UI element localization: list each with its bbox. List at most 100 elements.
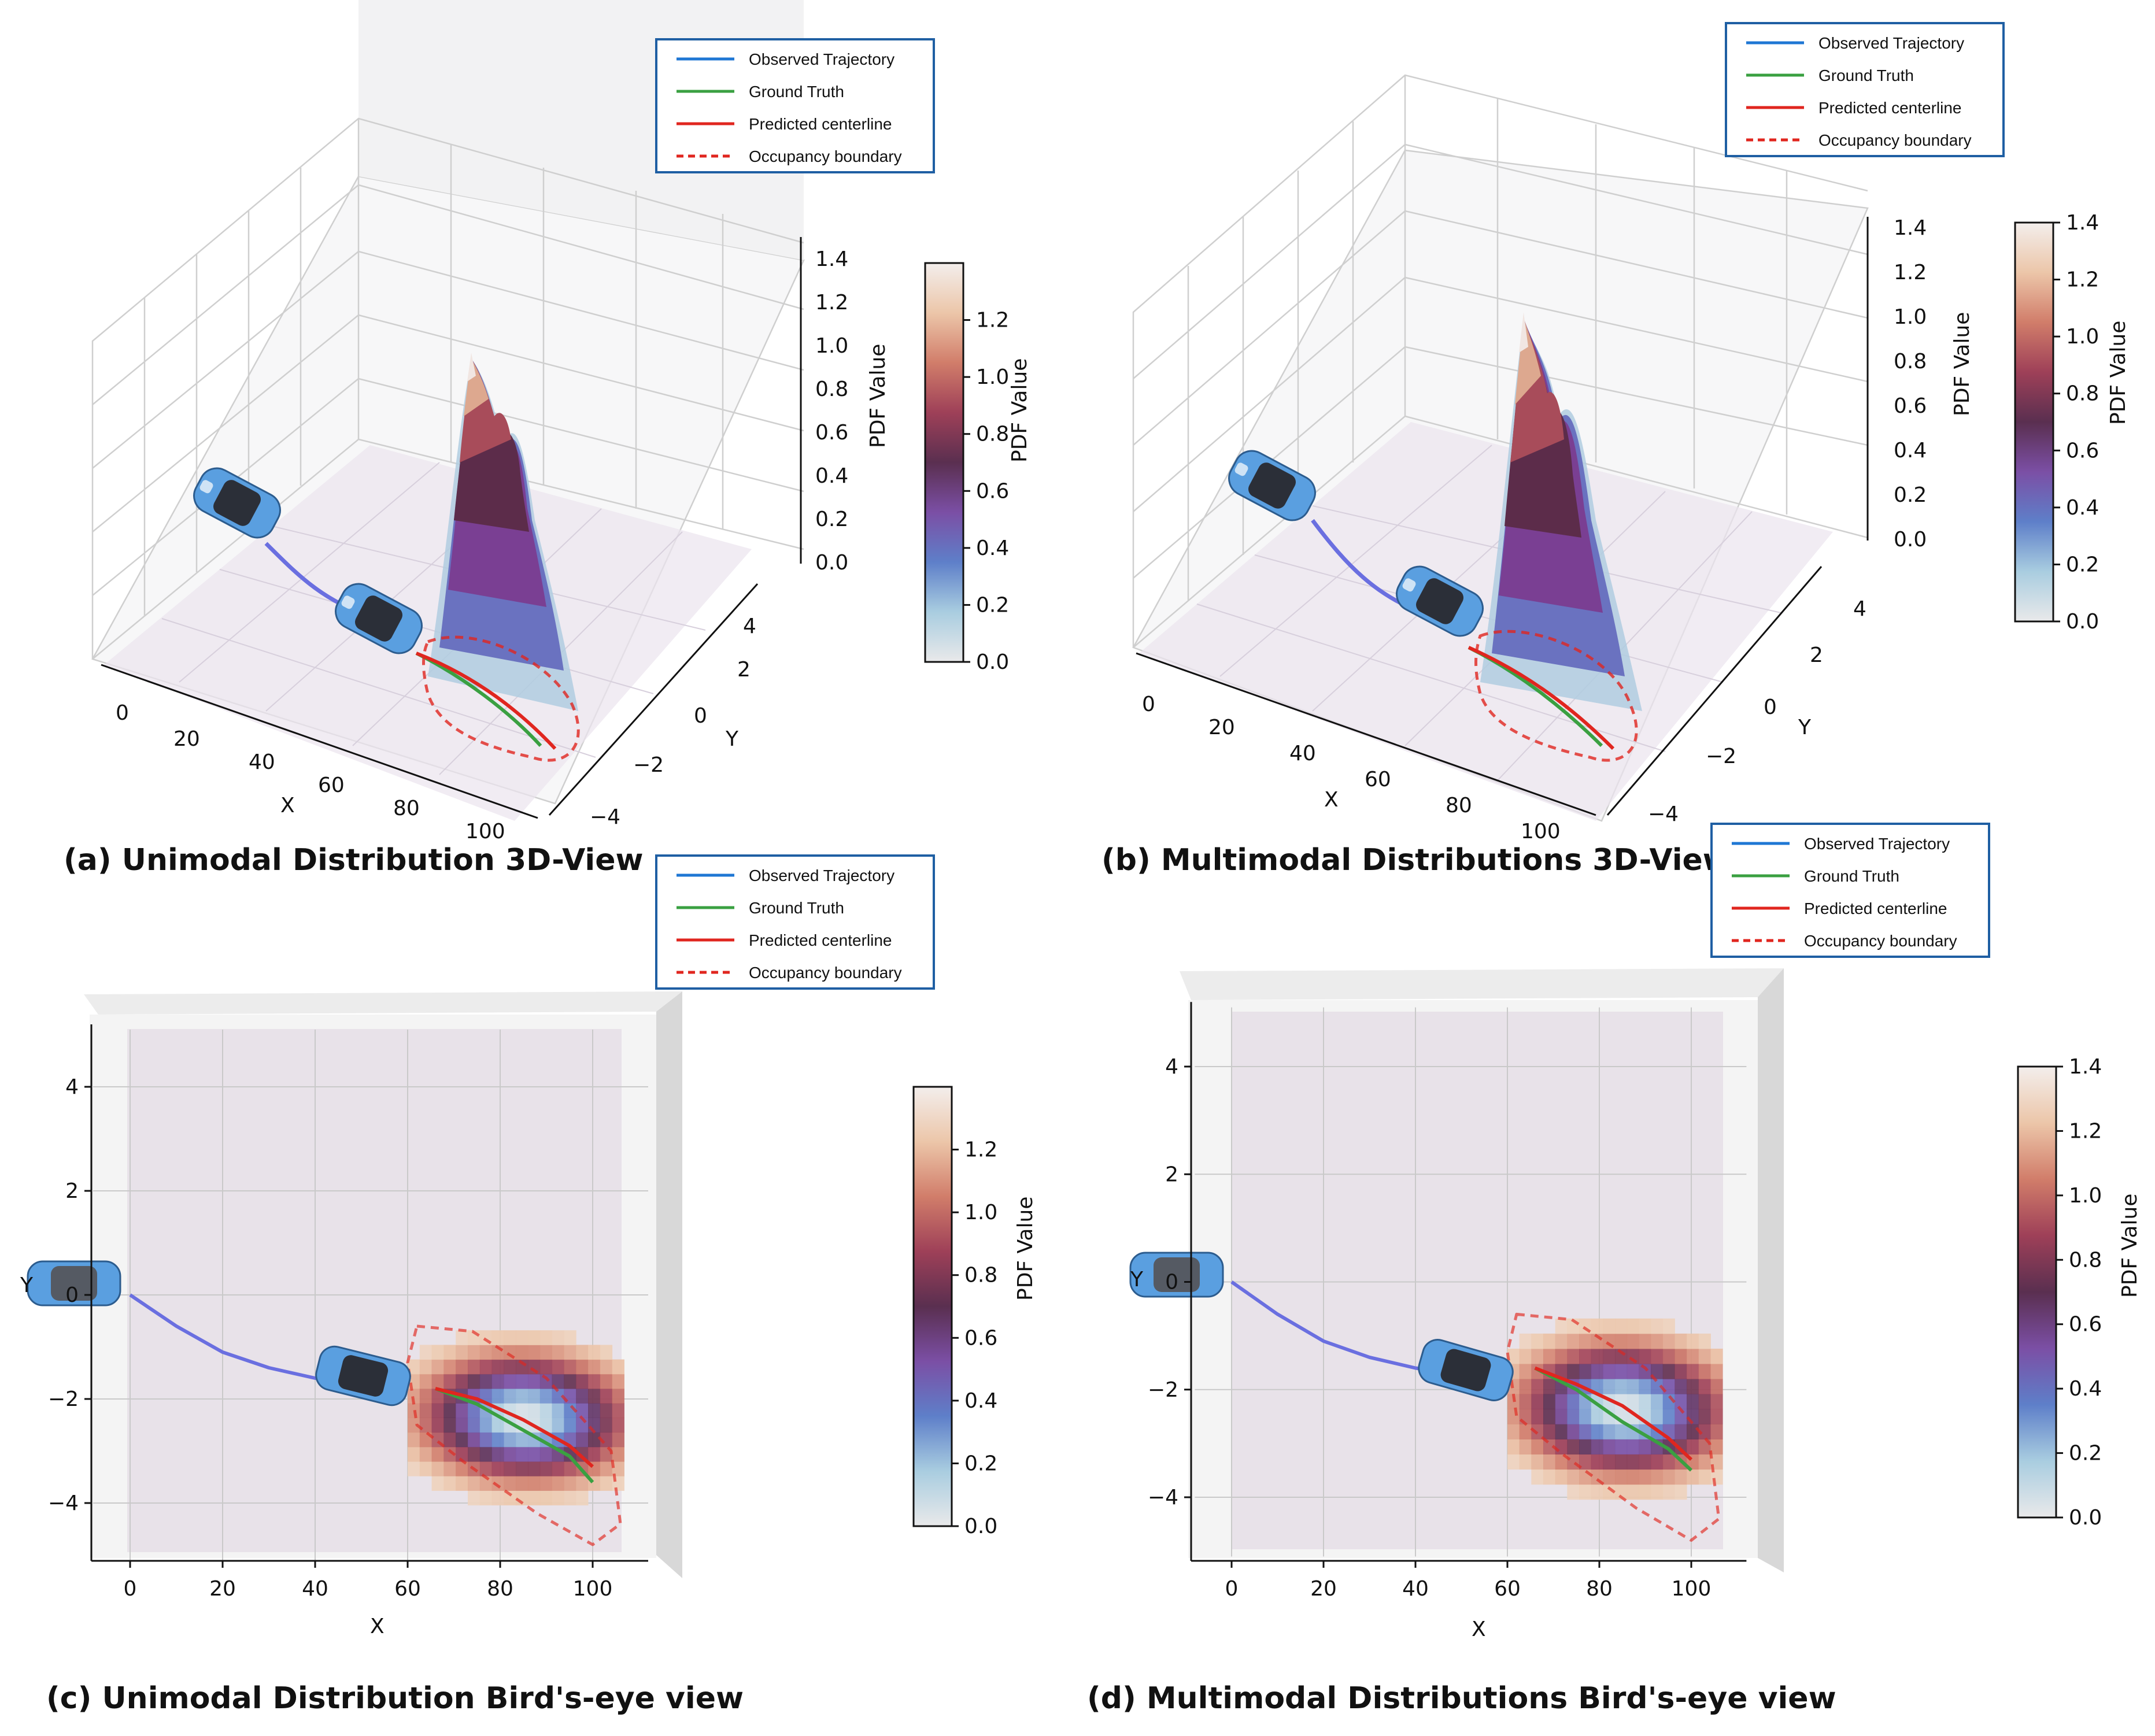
panel-d-heat-cell <box>1627 1364 1639 1379</box>
panel-c-heat-cell <box>552 1359 564 1375</box>
panel-d-heat-cell <box>1651 1364 1664 1379</box>
panel-c-heat-cell <box>504 1330 516 1345</box>
panel-d-heat-cell <box>1662 1348 1675 1364</box>
panel-d-heat-cell <box>1627 1439 1639 1454</box>
panel-d-heat-cell <box>1639 1333 1651 1349</box>
panel-a-xtick-4: 80 <box>393 797 420 820</box>
panel-d-ytick-4: 4 <box>1165 1055 1178 1079</box>
panel-d-xtick-0: 0 <box>1225 1577 1239 1601</box>
colorbar-d-ticklabel-2: 0.4 <box>2069 1377 2102 1401</box>
panel-d-heat-cell <box>1591 1484 1603 1500</box>
panel-d-heat-cell <box>1710 1348 1723 1364</box>
panel-c-heat-cell <box>456 1446 468 1462</box>
panel-a-xtick-1: 20 <box>173 727 200 751</box>
panel-d-heat-cell <box>1687 1379 1699 1394</box>
panel-d-heat-cell <box>1519 1348 1532 1364</box>
panel-c-heat-cell <box>491 1461 504 1476</box>
panel-c-heat-cell <box>504 1432 516 1448</box>
panel-b-ylabel: Y <box>1798 716 1812 739</box>
panel-c-heat-cell <box>552 1490 564 1506</box>
panel-c-heat-cell <box>443 1476 456 1491</box>
panel-c-heat-cell <box>443 1345 456 1360</box>
colorbar-b-ticklabel-7: 1.4 <box>2066 211 2099 235</box>
panel-d-heat-cell <box>1603 1348 1616 1364</box>
panel-d-heat-cell <box>1615 1439 1628 1454</box>
colorbar-a: 0.0 0.2 0.4 0.6 0.8 1.0 1.2 PDF Value <box>924 262 1032 674</box>
colorbar-b-ticklabel-4: 0.8 <box>2066 382 2099 406</box>
panel-d-heat-cell <box>1519 1364 1532 1379</box>
colorbar-d-ticklabel-6: 1.2 <box>2069 1119 2102 1143</box>
panel-b-ztick-2: 0.4 <box>1894 439 1927 462</box>
panel-d-heat-cell <box>1627 1333 1639 1349</box>
colorbar-d-ticklabel-4: 0.8 <box>2069 1248 2102 1272</box>
panel-b-caption: (b) Multimodal Distributions 3D-View <box>1101 843 1731 878</box>
panel-a-ztick-1: 0.2 <box>815 508 848 531</box>
panel-c-heat-cell <box>504 1389 516 1404</box>
legend-a-label-3: Occupancy boundary <box>749 147 902 165</box>
panel-d-heat-cell <box>1507 1424 1520 1439</box>
panel-d-heat-cell <box>1591 1424 1603 1439</box>
panel-d-heat-cell <box>1710 1394 1723 1409</box>
panel-d-heat-cell <box>1531 1469 1544 1485</box>
panel-b-ztick-0: 0.0 <box>1894 528 1927 551</box>
panel-c-heat-cell <box>431 1446 444 1462</box>
panel-d-heat-cell <box>1651 1348 1664 1364</box>
panel-d-heat-cell <box>1615 1469 1628 1485</box>
panel-a-car-2-icon <box>335 583 423 654</box>
panel-d-heat-cell <box>1651 1454 1664 1470</box>
panel-c-heat-cell <box>456 1417 468 1433</box>
panel-d-heat-cell <box>1651 1333 1664 1349</box>
panel-d-heat-cell <box>1591 1409 1603 1424</box>
panel-c-heat-cell <box>468 1446 480 1462</box>
panel-c-ground-truth-line <box>434 1387 594 1483</box>
panel-d-heat-cell <box>1555 1318 1568 1334</box>
colorbar-b-ticklabel-0: 0.0 <box>2066 610 2099 634</box>
panel-c-heat-cell <box>552 1403 564 1418</box>
panel-c-heat-cell <box>468 1345 480 1360</box>
legend-c-label-1: Ground Truth <box>749 899 844 917</box>
panel-c-heat-cell <box>588 1389 601 1404</box>
panel-c-heat-cell <box>479 1476 493 1491</box>
panel-b-ztick-3: 0.6 <box>1894 394 1927 418</box>
panel-b-xtick-0: 0 <box>1142 693 1155 716</box>
panel-c-heat-cell <box>443 1403 456 1418</box>
panel-d-heat-cell <box>1639 1318 1651 1334</box>
panel-c-heat-cell <box>588 1432 601 1448</box>
panel-c-heat-cell <box>468 1490 480 1506</box>
panel-c-heat-cell <box>539 1446 553 1462</box>
panel-a-xtick-5: 100 <box>465 820 505 843</box>
panel-b-ytick-3: 2 <box>1810 643 1823 667</box>
panel-d-car-2-icon <box>1418 1339 1514 1401</box>
legend-a-label-0: Observed Trajectory <box>749 50 894 68</box>
panel-c-heat-cell <box>516 1345 528 1360</box>
panel-d-heat-cell <box>1639 1454 1651 1470</box>
panel-c-heat-cell <box>516 1330 528 1345</box>
panel-d-heat-cell <box>1567 1348 1580 1364</box>
panel-c-ytick-0: −4 <box>48 1491 79 1515</box>
panel-d-heat-cell <box>1519 1454 1532 1470</box>
panel-b-y-axis: −4 −2 0 2 4 Y <box>1606 566 1866 826</box>
panel-a-ztick-6: 1.2 <box>815 291 848 314</box>
panel-c-heat-cell <box>528 1490 541 1506</box>
panel-a-xlabel: X <box>280 794 295 817</box>
legend-c-frame <box>655 854 935 990</box>
panel-c-heat-cell <box>443 1432 456 1448</box>
panel-b-xtick-2: 40 <box>1289 742 1316 765</box>
panel-c-bev-unimodal: 0 20 40 60 80 100 −4 −2 0 2 4 X Y (c) Unimodal Dis… <box>20 991 744 1716</box>
panel-d-heat-cell <box>1519 1424 1532 1439</box>
panel-d-heat-cell <box>1675 1364 1687 1379</box>
panel-d-heat-cell <box>1555 1348 1568 1364</box>
panel-c-heat-cell <box>539 1359 553 1375</box>
panel-d-heat-cell <box>1543 1394 1556 1409</box>
panel-c-heat-cell <box>576 1374 589 1389</box>
panel-a-ytick-0: −4 <box>590 805 620 829</box>
colorbar-d-ticklabel-7: 1.4 <box>2069 1055 2102 1079</box>
panel-c-heat-cell <box>468 1476 480 1491</box>
panel-c-heat-cell <box>443 1446 456 1462</box>
panel-d-heat-cell <box>1567 1469 1580 1485</box>
panel-c-heat-cell <box>468 1374 480 1389</box>
panel-a-ztick-0: 0.0 <box>815 551 848 575</box>
panel-c-heat-cell <box>539 1461 553 1476</box>
panel-d-heat-cell <box>1543 1439 1556 1454</box>
panel-c-heat-cell <box>479 1359 493 1375</box>
